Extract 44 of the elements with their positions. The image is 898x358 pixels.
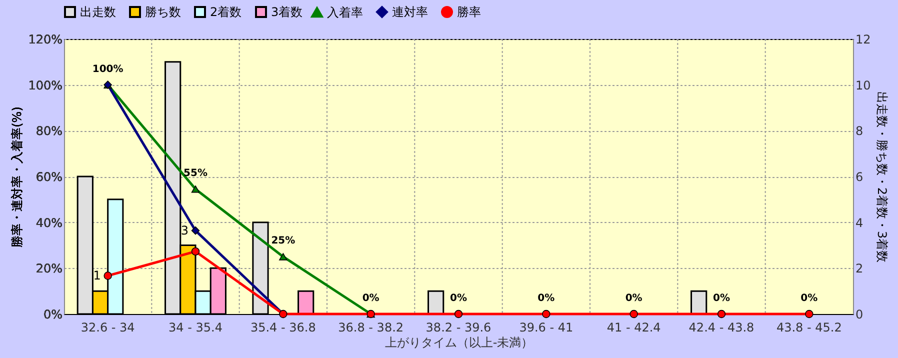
annotation: 1 (93, 268, 101, 283)
data-label: 25% (271, 236, 296, 247)
x-axis-title: 上がりタイム（以上-未満） (384, 336, 534, 350)
data-label: 55% (184, 168, 208, 180)
y-tick-label: 100% (28, 78, 62, 92)
legend-label: 2着数 (210, 5, 242, 19)
y-axis-title: 勝率・連対率・入着率(%) (10, 106, 24, 248)
y2-tick-label: 10 (856, 78, 871, 92)
data-label: 0% (625, 293, 642, 304)
y-tick-label: 0% (43, 308, 62, 322)
y2-tick-label: 6 (856, 170, 864, 184)
y2-tick-label: 4 (856, 216, 864, 230)
annotation: 3 (180, 224, 188, 238)
x-tick-label: 35.4 - 36.8 (250, 320, 316, 334)
y-tick-label: 60% (36, 170, 62, 184)
x-tick-label: 36.8 - 38.2 (338, 320, 404, 334)
x-tick-label: 34 - 35.4 (168, 320, 222, 334)
x-tick-label: 43.8 - 45.2 (776, 320, 842, 334)
x-tick-label: 39.6 - 41 (519, 320, 574, 334)
y2-tick-label: 12 (856, 32, 871, 46)
y2-tick-label: 2 (856, 262, 864, 276)
y2-axis-title: 出走数・勝ち数・2着数・3着数 (874, 91, 889, 263)
legend-label: 3着数 (271, 5, 303, 19)
data-label: 0% (713, 293, 730, 304)
y2-tick-label: 8 (856, 124, 864, 138)
legend-label: 勝ち数 (145, 5, 181, 19)
x-tick-label: 38.2 - 39.6 (426, 320, 492, 334)
y-tick-label: 40% (36, 216, 62, 230)
legend-label: 連対率 (392, 5, 428, 19)
y-tick-label: 80% (36, 124, 62, 138)
data-label: 0% (362, 293, 380, 304)
data-label: 100% (92, 64, 124, 75)
x-tick-label: 32.6 - 34 (80, 320, 135, 334)
x-tick-label: 42.4 - 43.8 (688, 320, 754, 334)
data-label: 0% (450, 293, 467, 304)
x-tick-label: 41 - 42.4 (606, 320, 661, 334)
data-label: 0% (538, 293, 555, 304)
legend-label: 出走数 (80, 5, 116, 19)
legend-label: 入着率 (327, 5, 363, 20)
y-tick-label: 120% (28, 32, 62, 46)
data-label: 0% (800, 293, 818, 304)
y2-tick-label: 0 (856, 308, 864, 322)
legend-label: 勝率 (457, 5, 481, 19)
y-tick-label: 20% (36, 262, 62, 276)
